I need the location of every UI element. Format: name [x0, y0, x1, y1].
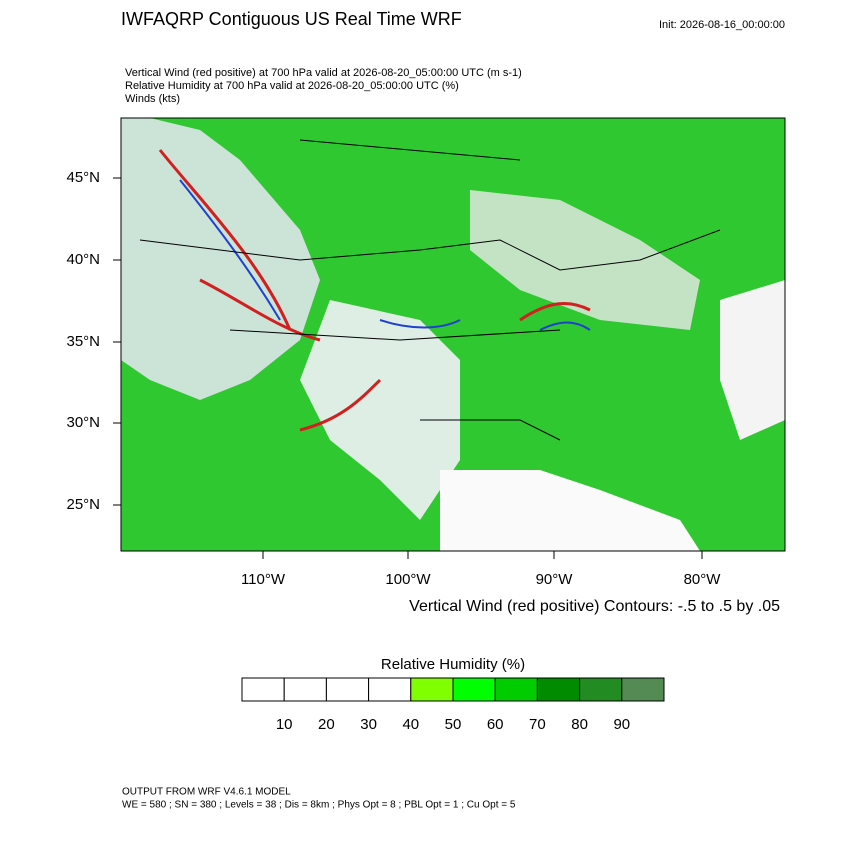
colorbar-box	[368, 677, 412, 702]
colorbar-box	[494, 677, 538, 702]
colorbar-box	[621, 677, 665, 702]
lat-label: 30°N	[66, 414, 100, 431]
colorbar-label: 60	[487, 716, 504, 733]
dry-region	[121, 118, 320, 400]
colorbar-box	[283, 677, 327, 702]
colorbar-box	[579, 677, 623, 702]
colorbar-label: 40	[402, 716, 419, 733]
map-frame	[120, 117, 786, 552]
colorbar-label: 20	[318, 716, 335, 733]
lat-label: 45°N	[66, 169, 100, 186]
colorbar-box	[241, 677, 285, 702]
title: IWFAQRP Contiguous US Real Time WRF	[121, 9, 462, 29]
colorbar-box	[536, 677, 581, 702]
lon-label: 100°W	[385, 571, 431, 588]
init-time: Init: 2026-08-16_00:00:00	[659, 19, 785, 31]
colorbar-title: Relative Humidity (%)	[381, 656, 525, 673]
lat-label: 25°N	[66, 496, 100, 513]
colorbar-label: 30	[360, 716, 377, 733]
lat-label: 40°N	[66, 251, 100, 268]
downdraft-contours	[179, 179, 591, 331]
updraft-contours	[158, 149, 591, 432]
lon-label: 80°W	[684, 571, 722, 588]
colorbar-box	[452, 677, 496, 702]
colorbar-box	[410, 677, 454, 702]
state-borders	[139, 139, 721, 441]
colorbar-label: 90	[613, 716, 630, 733]
map	[120, 117, 786, 552]
subtitle-line: Vertical Wind (red positive) at 700 hPa …	[125, 67, 522, 79]
footer-line: WE = 580 ; SN = 380 ; Levels = 38 ; Dis …	[122, 800, 516, 811]
contour-note: Vertical Wind (red positive) Contours: -…	[409, 598, 780, 615]
footer-line: OUTPUT FROM WRF V4.6.1 MODEL	[122, 787, 291, 798]
dry-region	[470, 190, 700, 330]
lon-label: 90°W	[536, 571, 574, 588]
atlantic	[720, 280, 785, 440]
colorbar-label: 50	[445, 716, 462, 733]
colorbar-label: 10	[276, 716, 293, 733]
colorbar-label: 70	[529, 716, 546, 733]
colorbar-box	[325, 677, 370, 702]
dry-region	[300, 300, 460, 520]
subtitle-line: Relative Humidity at 700 hPa valid at 20…	[125, 80, 459, 92]
lon-label: 110°W	[241, 571, 286, 588]
subtitle-line: Winds (kts)	[125, 93, 180, 105]
gulf	[440, 470, 700, 551]
colorbar-label: 80	[571, 716, 588, 733]
lat-label: 35°N	[66, 333, 100, 350]
